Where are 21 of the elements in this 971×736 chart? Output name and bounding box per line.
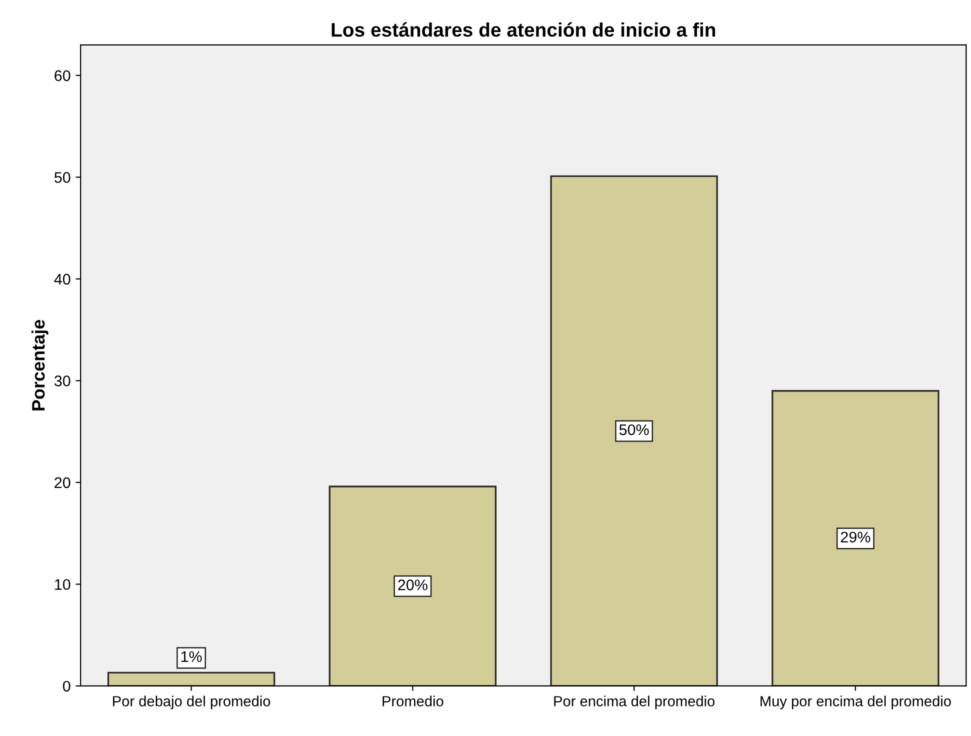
x-tick-label: Muy por encima del promedio — [760, 696, 951, 710]
bar — [550, 175, 718, 686]
y-axis-title: Porcentaje — [31, 320, 48, 410]
data-label: 29% — [840, 532, 870, 543]
chart-title: Los estándares de atención de inicio a fin — [332, 22, 716, 37]
x-tick-label: Por debajo del promedio — [113, 696, 270, 710]
y-tick-label: 40 — [54, 274, 70, 285]
bar — [107, 672, 276, 686]
bar — [772, 390, 940, 686]
y-tick-label: 0 — [62, 680, 70, 692]
y-tick-label: 10 — [55, 579, 70, 590]
y-tick-label: 20 — [54, 477, 70, 488]
y-tick-label: 50 — [54, 172, 70, 183]
bar — [328, 486, 497, 686]
data-label: 1% — [181, 651, 202, 662]
data-label: 20% — [398, 580, 428, 590]
y-tick-label: 60 — [54, 70, 70, 82]
data-label: 50% — [619, 424, 649, 436]
y-tick-label: 30 — [54, 376, 70, 386]
x-tick-label: Por encima del promedio — [554, 696, 715, 710]
x-tick-label: Promedio — [382, 696, 444, 706]
